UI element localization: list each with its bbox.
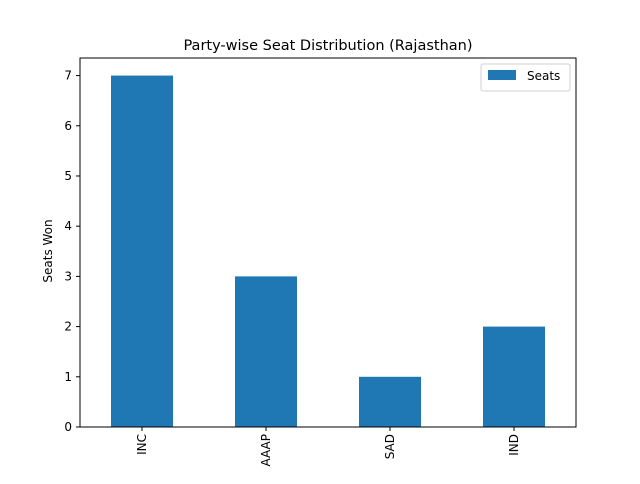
x-tick-label-ind: IND — [507, 434, 521, 456]
y-tick-label: 6 — [64, 119, 72, 133]
legend: Seats — [480, 63, 571, 92]
bar-inc — [111, 75, 173, 428]
bar-aaap — [235, 276, 297, 427]
y-tick-label: 7 — [64, 69, 72, 83]
y-tick-label: 5 — [64, 169, 72, 183]
x-tick-label-sad: SAD — [383, 434, 397, 459]
y-tick-label: 1 — [64, 370, 72, 384]
y-axis-label: Seats Won — [41, 219, 55, 282]
legend-label: Seats — [527, 69, 560, 83]
y-tick-label: 2 — [64, 320, 72, 334]
bar-sad — [359, 376, 421, 427]
legend-swatch — [488, 70, 516, 80]
bars-layer — [111, 75, 545, 428]
x-tick-label-aaap: AAAP — [259, 434, 273, 467]
plot-frame — [79, 57, 577, 428]
bar-ind — [483, 326, 545, 427]
x-tick-label-inc: INC — [135, 434, 149, 455]
y-axis-ticks: 0 1 2 3 4 5 6 7 — [64, 69, 80, 434]
y-tick-label: 4 — [64, 219, 72, 233]
y-tick-label: 0 — [64, 420, 72, 434]
x-axis-ticks: INC AAAP SAD IND — [135, 427, 521, 467]
y-tick-label: 3 — [64, 269, 72, 283]
chart-title: Party-wise Seat Distribution (Rajasthan) — [183, 38, 472, 54]
